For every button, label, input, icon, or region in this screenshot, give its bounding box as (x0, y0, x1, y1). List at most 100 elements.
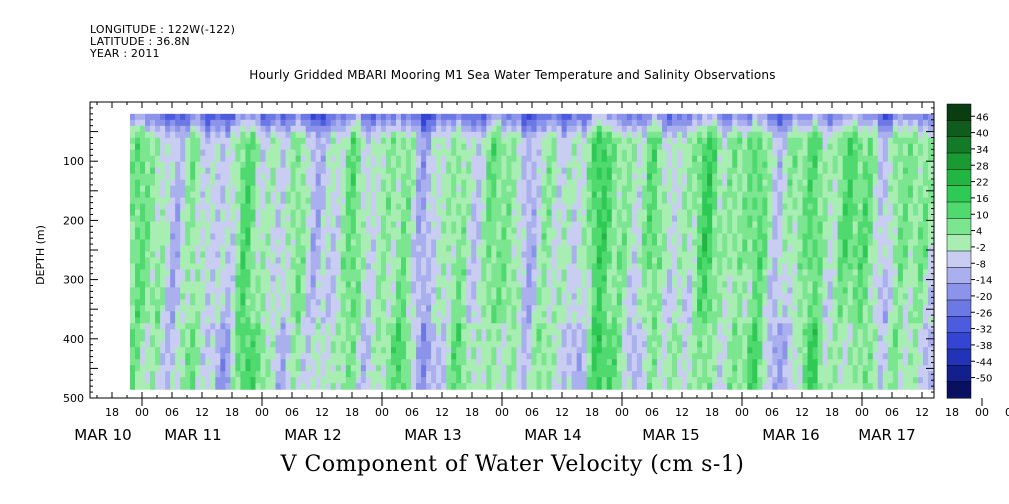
heatmap-cell (370, 269, 377, 277)
heatmap-cell (210, 179, 216, 187)
heatmap-cell (506, 347, 513, 354)
heatmap-cell (130, 257, 136, 265)
heatmap-cell (646, 305, 653, 312)
heatmap-cell (446, 215, 452, 223)
heatmap-cell (170, 257, 176, 265)
heatmap-cell (255, 323, 262, 330)
heatmap-cell (395, 293, 402, 300)
heatmap-cell (506, 371, 513, 378)
heatmap-cell (566, 209, 573, 217)
heatmap-cell (345, 197, 352, 205)
heatmap-cell (656, 113, 663, 121)
heatmap-cell (471, 167, 477, 175)
heatmap-cell (546, 281, 553, 288)
heatmap-cell (526, 239, 533, 247)
heatmap-cell (390, 173, 397, 181)
heatmap-cell (215, 221, 221, 229)
heatmap-cell (290, 371, 297, 378)
heatmap-cell (471, 125, 477, 133)
heatmap-cell (667, 245, 673, 253)
heatmap-cell (160, 113, 166, 121)
heatmap-cell (165, 113, 171, 121)
heatmap-cell (541, 299, 548, 306)
heatmap-cell (486, 347, 492, 354)
heatmap-cell (551, 245, 558, 253)
heatmap-cell (576, 347, 583, 354)
heatmap-cell (606, 203, 613, 211)
heatmap-cell (636, 197, 643, 205)
heatmap-cell (245, 233, 252, 241)
heatmap-cell (401, 281, 407, 288)
heatmap-cell (621, 317, 628, 324)
heatmap-cell (255, 173, 262, 181)
heatmap-cell (205, 149, 211, 157)
heatmap-cell (180, 161, 186, 169)
heatmap-cell (260, 293, 267, 300)
heatmap-cell (345, 143, 352, 151)
heatmap-cell (355, 311, 362, 318)
heatmap-cell (606, 311, 613, 318)
heatmap-cell (200, 203, 206, 211)
heatmap-cell (426, 161, 432, 169)
heatmap-cell (491, 371, 497, 378)
heatmap-cell (631, 149, 638, 157)
heatmap-cell (260, 215, 267, 223)
heatmap-cell (290, 149, 297, 157)
heatmap-cell (240, 245, 247, 253)
heatmap-cell (335, 227, 342, 235)
heatmap-cell (421, 221, 427, 229)
heatmap-cell (626, 149, 633, 157)
heatmap-cell (661, 317, 668, 324)
heatmap-cell (667, 119, 673, 127)
heatmap-cell (200, 197, 206, 205)
heatmap-cell (395, 161, 402, 169)
heatmap-cell (646, 341, 653, 348)
heatmap-cell (260, 155, 267, 163)
heatmap-cell (631, 191, 638, 199)
heatmap-cell (571, 341, 578, 348)
heatmap-cell (185, 377, 191, 384)
heatmap-cell (135, 383, 141, 390)
heatmap-cell (621, 305, 628, 312)
heatmap-cell (295, 197, 302, 205)
heatmap-cell (541, 317, 548, 324)
heatmap-cell (255, 251, 262, 259)
heatmap-cell (205, 365, 211, 372)
heatmap-cell (521, 305, 528, 312)
heatmap-cell (195, 311, 201, 318)
heatmap-cell (641, 311, 648, 318)
heatmap-cell (501, 161, 508, 169)
heatmap-cell (441, 233, 447, 241)
heatmap-cell (140, 317, 146, 324)
heatmap-cell (456, 287, 462, 294)
heatmap-cell (395, 239, 402, 247)
heatmap-cell (491, 305, 497, 312)
heatmap-cell (270, 251, 277, 259)
heatmap-cell (486, 377, 492, 384)
heatmap-cell (501, 275, 508, 282)
heatmap-cell (260, 179, 267, 187)
heatmap-cell (130, 335, 136, 342)
heatmap-cell (175, 167, 181, 175)
heatmap-cell (385, 353, 392, 360)
heatmap-cell (536, 239, 543, 247)
heatmap-cell (406, 233, 412, 241)
heatmap-cell (305, 251, 312, 259)
heatmap-cell (616, 329, 623, 336)
heatmap-cell (621, 131, 628, 139)
heatmap-cell (320, 215, 327, 223)
heatmap-cell (150, 185, 156, 193)
heatmap-cell (456, 353, 462, 360)
heatmap-cell (265, 365, 272, 372)
heatmap-cell (140, 149, 146, 157)
heatmap-cell (461, 197, 467, 205)
heatmap-cell (240, 263, 247, 271)
heatmap-cell (195, 155, 201, 163)
heatmap-cell (566, 305, 573, 312)
heatmap-cell (476, 173, 482, 181)
heatmap-cell (225, 125, 231, 133)
heatmap-cell (180, 299, 186, 306)
heatmap-cell (350, 245, 357, 253)
heatmap-cell (330, 257, 337, 265)
